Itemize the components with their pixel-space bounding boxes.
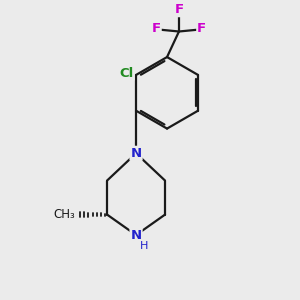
Text: F: F bbox=[197, 22, 206, 34]
Text: H: H bbox=[140, 241, 148, 251]
Text: N: N bbox=[130, 147, 142, 160]
Text: CH₃: CH₃ bbox=[54, 208, 75, 221]
Text: F: F bbox=[152, 22, 161, 34]
Text: N: N bbox=[130, 229, 142, 242]
Text: F: F bbox=[174, 3, 184, 16]
Text: Cl: Cl bbox=[119, 67, 134, 80]
